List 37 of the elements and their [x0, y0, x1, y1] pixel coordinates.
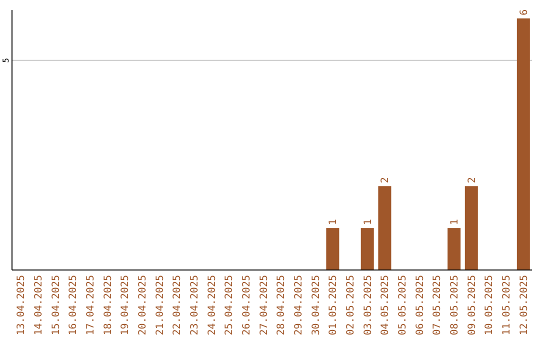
data-label: 2 — [380, 177, 392, 184]
x-tick-label: 14.04.2025 — [33, 275, 44, 336]
x-tick-label: 22.04.2025 — [172, 275, 184, 336]
x-tick-label: 09.05.2025 — [466, 275, 478, 336]
x-tick-label: 21.04.2025 — [154, 275, 166, 336]
x-tick-label: 13.04.2025 — [16, 275, 28, 336]
data-label: 6 — [518, 9, 530, 16]
data-label: 1 — [362, 219, 374, 226]
x-tick-label: 07.05.2025 — [432, 275, 444, 336]
x-tick-label: 25.04.2025 — [224, 275, 236, 336]
x-tick-label: 30.04.2025 — [310, 275, 322, 336]
x-tick-label: 16.04.2025 — [68, 275, 80, 336]
data-label: 2 — [466, 177, 478, 184]
x-tick-label: 11.05.2025 — [502, 275, 513, 336]
x-tick-label: 24.04.2025 — [206, 275, 218, 336]
y-tick-label: 5 — [1, 58, 10, 63]
x-tick-label: 10.05.2025 — [484, 275, 496, 336]
x-tick-label: 17.04.2025 — [85, 275, 96, 336]
x-tick-label: 27.04.2025 — [258, 275, 270, 336]
x-tick-label: 28.04.2025 — [276, 275, 288, 336]
x-tick-label: 23.04.2025 — [189, 275, 200, 336]
x-tick-label: 18.04.2025 — [102, 275, 114, 336]
x-tick-label: 02.05.2025 — [346, 275, 357, 336]
x-tick-label: 29.04.2025 — [294, 275, 305, 336]
x-tick-label: 01.05.2025 — [328, 275, 340, 336]
x-tick-label: 15.04.2025 — [50, 275, 62, 336]
x-tick-label: 04.05.2025 — [380, 275, 392, 336]
data-label: 1 — [450, 219, 461, 226]
data-label: 1 — [328, 219, 340, 226]
x-tick-label: 05.05.2025 — [398, 275, 409, 336]
x-tick-label: 20.04.2025 — [137, 275, 148, 336]
x-tick-label: 03.05.2025 — [362, 275, 374, 336]
x-tick-label: 26.04.2025 — [241, 275, 252, 336]
x-tick-label: 06.05.2025 — [414, 275, 426, 336]
x-tick-label: 12.05.2025 — [518, 275, 530, 336]
x-tick-label: 08.05.2025 — [450, 275, 461, 336]
x-tick-label: 19.04.2025 — [120, 275, 132, 336]
